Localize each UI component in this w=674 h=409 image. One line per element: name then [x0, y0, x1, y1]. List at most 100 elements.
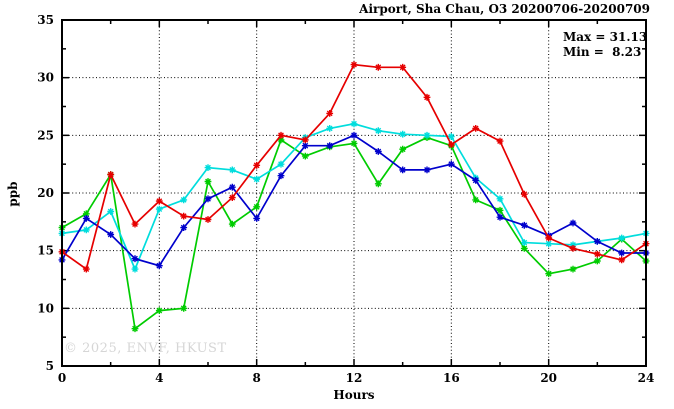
data-point-marker	[301, 136, 309, 144]
data-point-marker	[131, 265, 139, 273]
data-point-marker	[228, 220, 236, 228]
data-point-marker	[155, 197, 163, 205]
min-value-label: Min = 8.23	[563, 45, 642, 59]
y-tick-label: 10	[37, 301, 54, 315]
data-point-marker	[423, 131, 431, 139]
data-point-marker	[228, 166, 236, 174]
data-point-marker	[180, 196, 188, 204]
data-point-marker	[374, 127, 382, 135]
data-point-marker	[447, 160, 455, 168]
data-point-marker	[131, 220, 139, 228]
data-point-marker	[301, 142, 309, 150]
data-point-marker	[374, 63, 382, 71]
data-point-marker	[277, 136, 285, 144]
data-point-marker	[350, 120, 358, 128]
chart-title: Airport, Sha Chau, O3 20200706-20200709	[359, 2, 650, 16]
data-point-marker	[107, 171, 115, 178]
data-point-marker	[496, 213, 504, 221]
plot-frame	[61, 19, 647, 367]
data-point-marker	[277, 160, 285, 168]
data-point-marker	[545, 270, 553, 278]
data-point-marker	[228, 183, 236, 191]
data-point-marker	[569, 244, 577, 252]
data-point-marker	[155, 205, 163, 213]
data-point-marker	[82, 226, 90, 234]
data-point-marker	[82, 214, 90, 222]
data-point-marker	[569, 241, 577, 249]
x-tick-label: 12	[346, 371, 363, 385]
x-axis-label: Hours	[333, 388, 375, 402]
x-tick-label: 0	[58, 371, 66, 385]
data-point-marker	[618, 249, 626, 257]
x-tick-label: 4	[155, 371, 163, 385]
data-point-marker	[82, 265, 90, 273]
max-value-label: Max = 31.13	[563, 30, 648, 44]
data-point-marker	[180, 212, 188, 220]
data-point-marker	[447, 133, 455, 140]
data-point-marker	[374, 148, 382, 155]
data-point-marker	[496, 195, 504, 203]
data-point-marker	[131, 255, 139, 263]
x-tick-label: 20	[540, 371, 557, 385]
data-point-marker	[472, 124, 480, 132]
data-point-marker	[618, 234, 626, 242]
data-point-marker	[253, 214, 261, 222]
data-point-marker	[326, 110, 334, 117]
data-point-marker	[82, 210, 90, 218]
data-point-marker	[155, 262, 163, 270]
data-point-marker	[301, 152, 309, 160]
data-point-marker	[350, 131, 358, 139]
data-point-marker	[423, 93, 431, 101]
data-point-marker	[107, 208, 115, 215]
y-tick-label: 15	[37, 244, 54, 258]
data-point-marker	[545, 234, 553, 242]
y-tick-labels: 5 10 15 20 25 30 35	[37, 13, 54, 373]
gridlines	[62, 20, 646, 366]
data-point-marker	[326, 142, 334, 150]
data-point-marker	[496, 206, 504, 214]
data-point-marker	[472, 196, 480, 204]
data-point-marker	[204, 216, 212, 223]
data-point-marker	[374, 180, 382, 188]
data-point-marker	[253, 161, 261, 169]
data-point-marker	[107, 231, 115, 238]
data-point-marker	[399, 145, 407, 153]
data-point-marker	[253, 175, 261, 183]
data-point-marker	[593, 257, 601, 265]
data-point-marker	[423, 166, 431, 174]
data-point-marker	[399, 63, 407, 71]
data-point-marker	[447, 141, 455, 149]
data-point-marker	[204, 195, 212, 203]
x-tick-labels: 0 4 8 12 16 20 24	[58, 371, 655, 385]
data-point-marker	[520, 190, 528, 198]
data-point-marker	[399, 166, 407, 174]
data-point-marker	[569, 265, 577, 273]
x-tick-label: 24	[638, 371, 655, 385]
y-tick-label: 20	[37, 186, 54, 200]
data-point-marker	[180, 304, 188, 312]
data-point-marker	[569, 219, 577, 227]
data-point-marker	[326, 124, 334, 132]
data-point-marker	[593, 250, 601, 258]
data-point-marker	[618, 256, 626, 264]
data-point-marker	[545, 240, 553, 248]
data-point-marker	[277, 172, 285, 180]
data-point-marker	[155, 307, 163, 315]
data-point-marker	[350, 61, 358, 68]
data-point-marker	[204, 164, 212, 172]
data-point-marker	[472, 176, 480, 184]
data-point-marker	[399, 130, 407, 138]
data-point-marker	[277, 131, 285, 139]
data-point-marker	[350, 139, 358, 147]
data-point-marker	[204, 178, 212, 185]
data-point-marker	[131, 325, 139, 333]
watermark-text: © 2025, ENVF, HKUST	[64, 341, 227, 356]
stats-legend: Max = 31.13 Min = 8.23	[563, 30, 647, 60]
data-point-marker	[496, 137, 504, 145]
y-tick-label: 35	[37, 13, 54, 27]
data-point-marker	[520, 244, 528, 252]
data-point-marker	[228, 194, 236, 202]
x-tick-label: 8	[252, 371, 260, 385]
